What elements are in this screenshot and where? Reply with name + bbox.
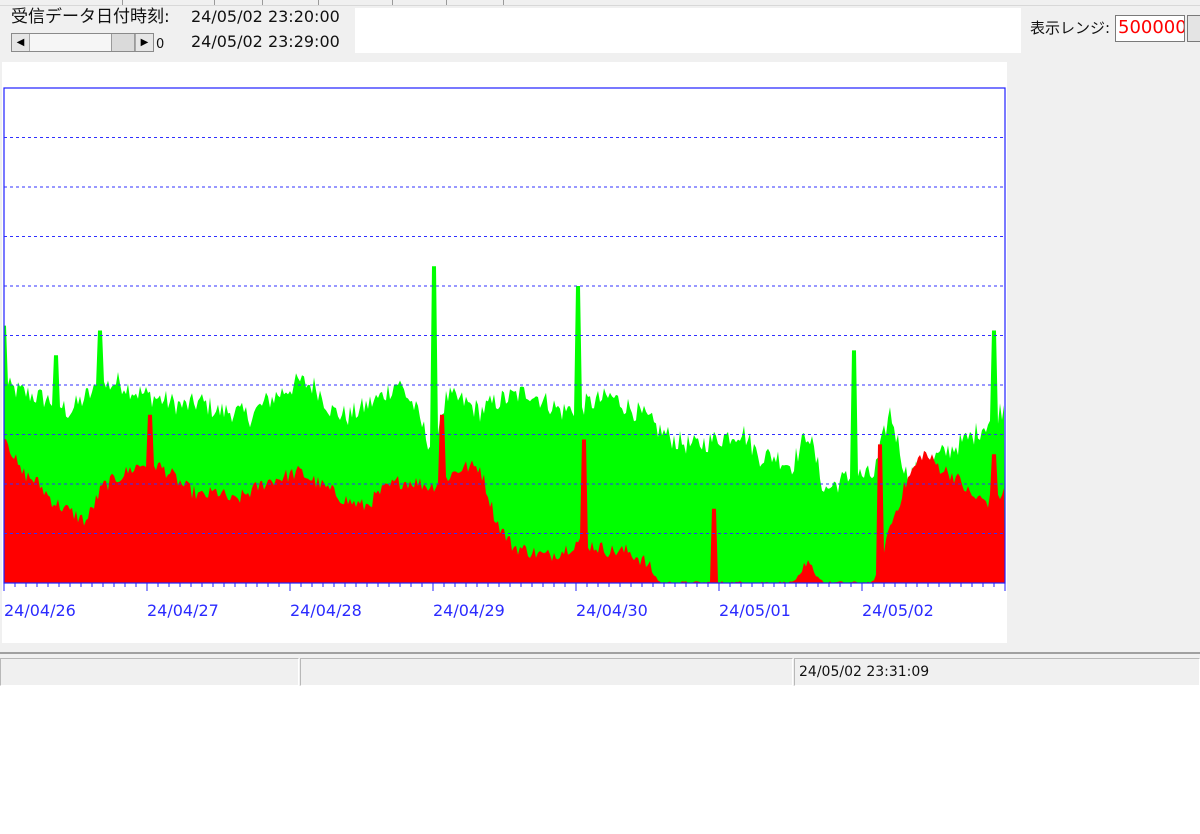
status-bar: 24/05/02 23:31:09: [0, 652, 1200, 686]
info-box: [355, 8, 1021, 53]
display-range-button[interactable]: [1187, 15, 1200, 42]
received-datetime-label: 受信データ日付時刻:: [11, 7, 170, 27]
x-tick-label: 24/04/28: [290, 601, 362, 620]
display-range-label: 表示レンジ:: [1030, 19, 1111, 37]
scroll-left-arrow-icon[interactable]: ◀: [12, 34, 30, 51]
top-toolbar-strip: [0, 0, 1200, 6]
scroll-value: 0: [156, 37, 165, 52]
display-range-input[interactable]: 500000: [1115, 15, 1185, 42]
x-tick-label: 24/04/29: [433, 601, 505, 620]
x-tick-label: 24/04/27: [147, 601, 219, 620]
received-start-time: 24/05/02 23:20:00: [191, 7, 340, 26]
main-window: 受信データ日付時刻: 24/05/02 23:20:00 24/05/02 23…: [0, 0, 1200, 686]
plot-border: [3, 87, 1006, 584]
status-time: 24/05/02 23:31:09: [799, 664, 930, 680]
status-pane-3: 24/05/02 23:31:09: [794, 658, 1200, 686]
time-scrollbar[interactable]: ◀ ▶: [11, 33, 154, 52]
x-tick-label: 24/04/26: [4, 601, 76, 620]
status-pane-2: [300, 658, 793, 686]
received-end-time: 24/05/02 23:29:00: [191, 32, 340, 51]
graph-panel: 24/04/26 24/04/27 24/04/28 24/04/29 24/04/30…: [2, 62, 1007, 643]
x-tick-label: 24/05/02: [862, 601, 934, 620]
x-tick-label: 24/05/01: [719, 601, 791, 620]
scroll-thumb[interactable]: [111, 34, 135, 51]
traffic-chart: 24/04/26 24/04/27 24/04/28 24/04/29 24/04/30…: [3, 87, 1006, 620]
x-tick-label: 24/04/30: [576, 601, 648, 620]
scroll-right-arrow-icon[interactable]: ▶: [135, 34, 153, 51]
status-pane-1: [0, 658, 299, 686]
series-area-1: [4, 414, 1005, 583]
